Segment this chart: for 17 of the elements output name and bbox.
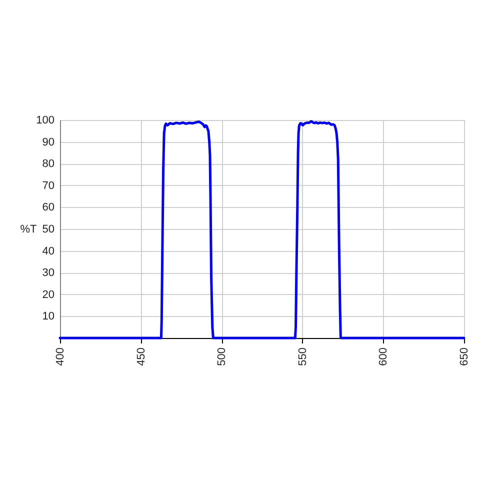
x-tick-label: 600	[378, 348, 390, 366]
y-tick-label: 90	[42, 136, 54, 148]
x-tick-label: 550	[296, 348, 309, 366]
x-tick-label: 450	[135, 348, 148, 366]
x-tick-label: 400	[54, 348, 66, 366]
y-tick-label: 80	[42, 158, 54, 170]
y-tick-label: 100	[36, 114, 54, 126]
x-tick-label: 650	[458, 348, 470, 366]
y-tick-label: 40	[42, 245, 54, 258]
y-tick-label: 30	[42, 267, 54, 280]
y-tick-label: 10	[42, 310, 54, 323]
y-axis-title: %T	[20, 224, 38, 236]
y-tick-label: 60	[42, 202, 54, 214]
y-tick-label: 70	[42, 180, 54, 192]
y-tick-label: 50	[42, 224, 54, 236]
y-tick-label: 20	[42, 288, 54, 301]
x-tick-label: 500	[216, 348, 228, 366]
